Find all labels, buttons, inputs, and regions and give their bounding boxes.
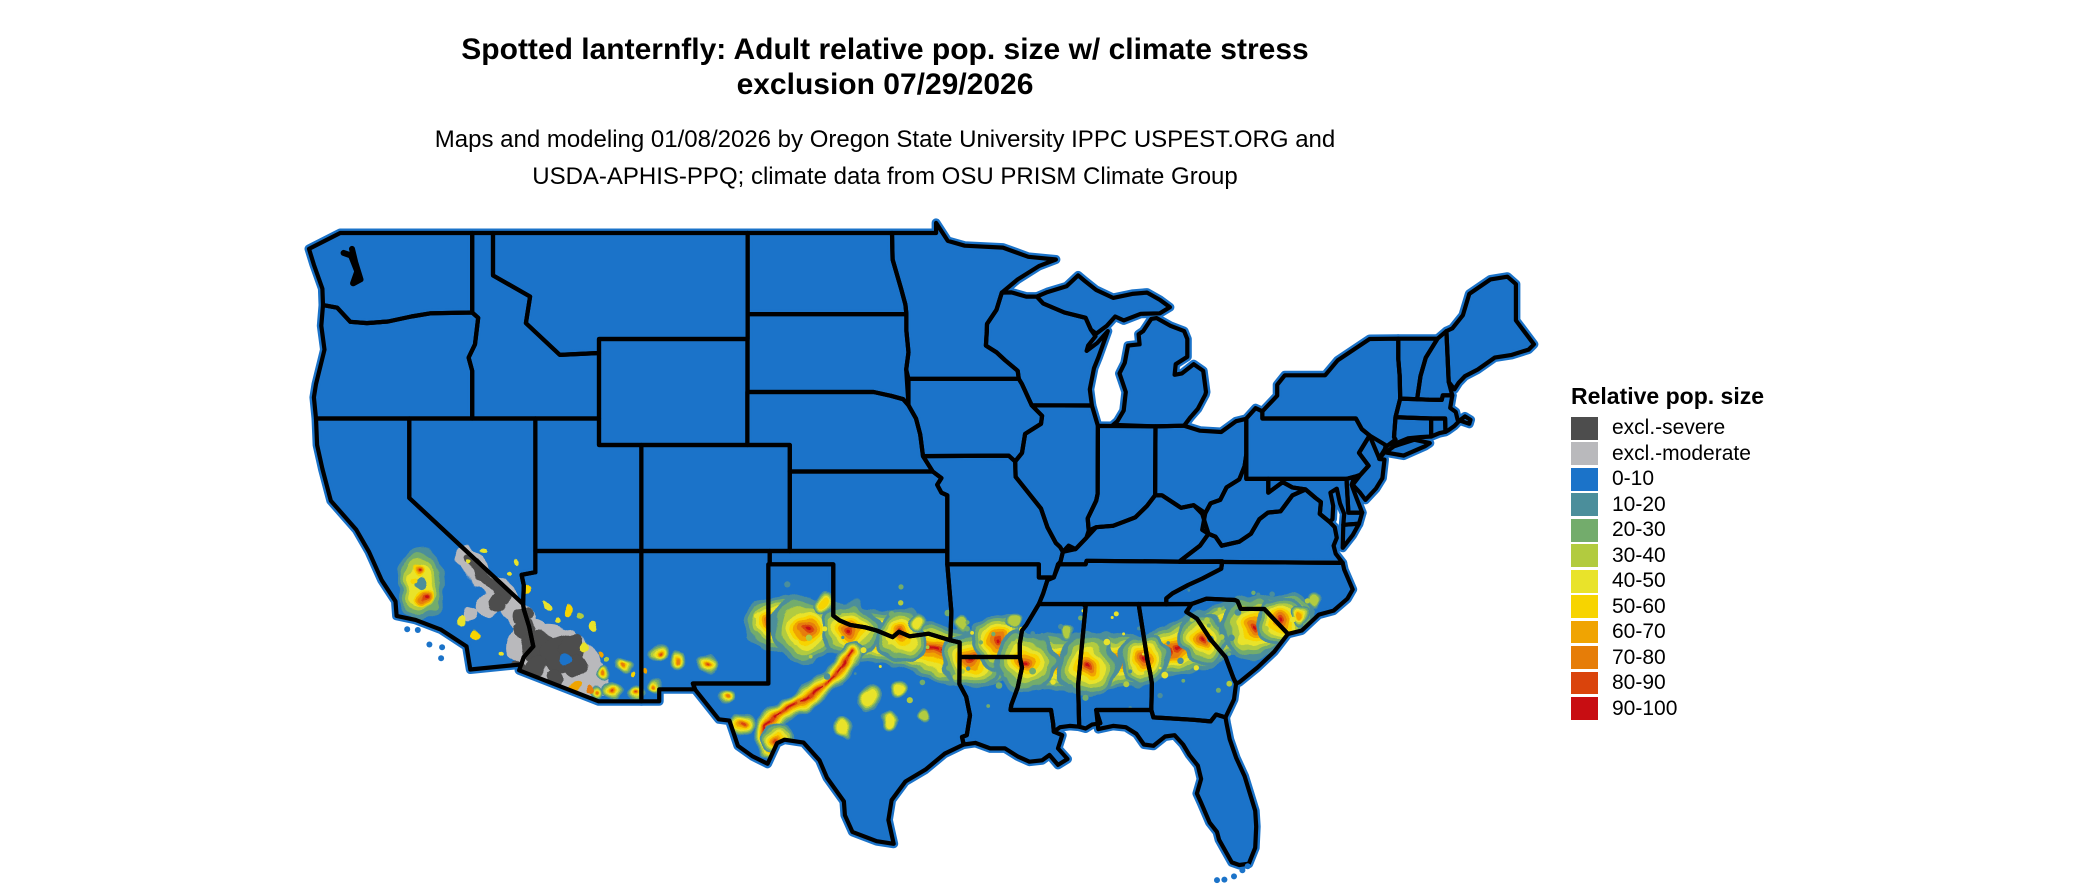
- legend-swatch-70-80: [1571, 646, 1598, 669]
- legend-swatch-90-100: [1571, 697, 1598, 720]
- legend-label: 30-40: [1612, 543, 1666, 567]
- legend-swatch-10-20: [1571, 493, 1598, 517]
- legend-swatch-0-10: [1571, 467, 1598, 491]
- legend-label: 0-10: [1612, 467, 1655, 491]
- state-fills: [304, 218, 1539, 870]
- legend-swatch-30-40: [1571, 544, 1598, 568]
- legend-label: 90-100: [1612, 696, 1678, 720]
- legend-item-70-80: 70-80: [1571, 646, 1871, 669]
- legend-item-excl.-severe: excl.-severe: [1571, 417, 1871, 440]
- legend-swatch-excl.-moderate: [1571, 442, 1598, 466]
- legend-swatch-50-60: [1571, 595, 1598, 618]
- legend-label: 50-60: [1612, 594, 1666, 618]
- figure-title-line1: Spotted lanternfly: Adult relative pop. …: [461, 33, 1309, 66]
- legend-item-40-50: 40-50: [1571, 570, 1871, 593]
- legend-swatch-40-50: [1571, 569, 1598, 593]
- legend-item-60-70: 60-70: [1571, 621, 1871, 644]
- legend-label: 80-90: [1612, 671, 1666, 695]
- state-borders: [306, 220, 1536, 868]
- figure-header: Spotted lanternfly: Adult relative pop. …: [0, 32, 1770, 195]
- legend-label: 70-80: [1612, 645, 1666, 669]
- legend-item-0-10: 0-10: [1571, 468, 1871, 491]
- legend-label: excl.-moderate: [1612, 441, 1751, 465]
- legend-label: 20-30: [1612, 518, 1666, 542]
- figure-subtitle-line1: Maps and modeling 01/08/2026 by Oregon S…: [434, 126, 1336, 153]
- legend-swatch-20-30: [1571, 518, 1598, 542]
- legend-item-20-30: 20-30: [1571, 519, 1871, 542]
- legend-item-90-100: 90-100: [1571, 697, 1871, 720]
- legend-item-50-60: 50-60: [1571, 595, 1871, 618]
- legend-item-10-20: 10-20: [1571, 492, 1871, 517]
- legend-item-excl.-moderate: excl.-moderate: [1571, 441, 1871, 466]
- legend-title: Relative pop. size: [1571, 383, 1765, 409]
- legend-items: excl.-severe excl.-moderate 0-10 10-20 20-30…: [1571, 417, 1871, 720]
- figure-subtitle: Maps and modeling 01/08/2026 by Oregon S…: [0, 121, 1770, 195]
- legend-swatch-excl.-severe: [1571, 417, 1598, 440]
- legend-label: 60-70: [1612, 620, 1666, 644]
- legend: Relative pop. size excl.-severe excl.-mod…: [1571, 384, 1871, 723]
- legend-label: 40-50: [1612, 569, 1666, 593]
- legend-item-80-90: 80-90: [1571, 672, 1871, 695]
- legend-label: excl.-severe: [1612, 416, 1726, 440]
- legend-item-30-40: 30-40: [1571, 543, 1871, 568]
- figure-title-line2: exclusion 07/29/2026: [736, 68, 1034, 101]
- island-specks: [404, 626, 1251, 884]
- legend-swatch-60-70: [1571, 620, 1598, 644]
- figure-subtitle-line2: USDA-APHIS-PPQ; climate data from OSU PR…: [532, 163, 1238, 190]
- legend-swatch-80-90: [1571, 671, 1598, 695]
- legend-label: 10-20: [1612, 492, 1666, 516]
